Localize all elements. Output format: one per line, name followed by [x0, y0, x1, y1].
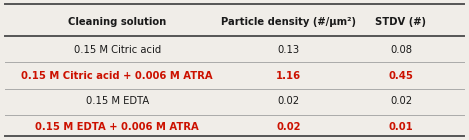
Text: 0.08: 0.08	[390, 45, 412, 55]
Text: STDV (#): STDV (#)	[376, 17, 426, 27]
Text: 0.01: 0.01	[389, 122, 413, 132]
Text: 0.13: 0.13	[277, 45, 300, 55]
Text: 0.15 M Citric acid + 0.006 M ATRA: 0.15 M Citric acid + 0.006 M ATRA	[22, 71, 213, 81]
Text: 0.02: 0.02	[390, 96, 412, 107]
Text: 1.16: 1.16	[276, 71, 301, 81]
Text: 0.02: 0.02	[277, 96, 300, 107]
Text: 0.15 M EDTA + 0.006 M ATRA: 0.15 M EDTA + 0.006 M ATRA	[35, 122, 199, 132]
Text: Particle density (#/μm²): Particle density (#/μm²)	[221, 17, 356, 27]
Text: 0.15 M EDTA: 0.15 M EDTA	[86, 96, 149, 107]
Text: 0.15 M Citric acid: 0.15 M Citric acid	[74, 45, 161, 55]
Text: 0.45: 0.45	[388, 71, 414, 81]
Text: Cleaning solution: Cleaning solution	[68, 17, 166, 27]
Text: 0.02: 0.02	[276, 122, 301, 132]
